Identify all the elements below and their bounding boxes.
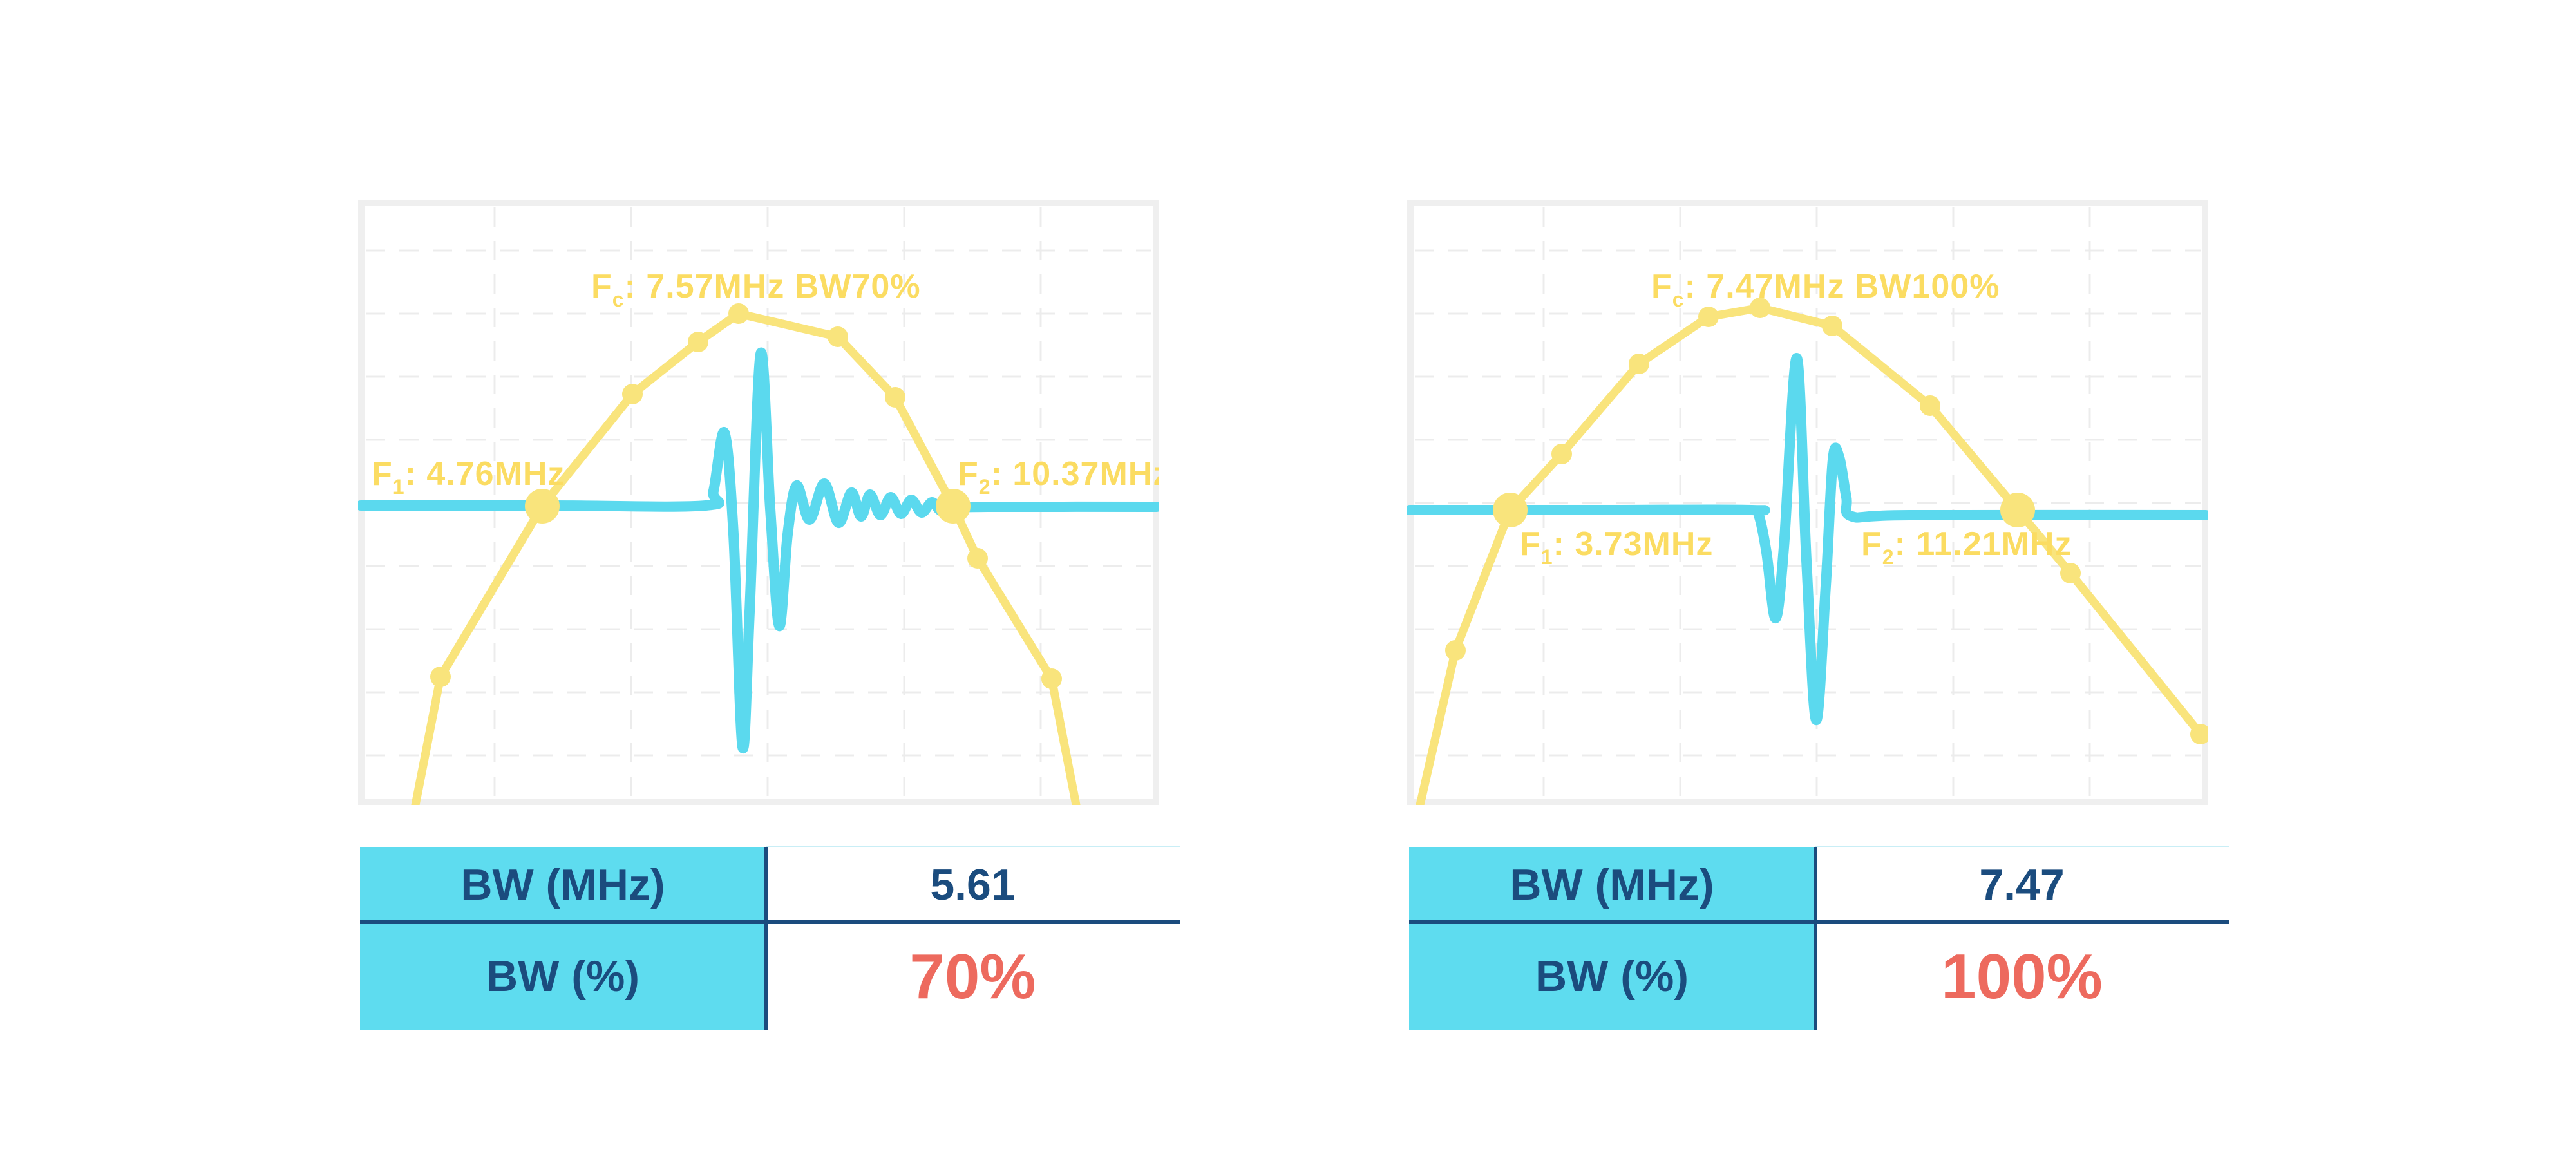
chart-frame xyxy=(1407,200,2208,805)
bw-pct-label: BW (%) xyxy=(1409,922,1815,1030)
spectrum-data-point xyxy=(2190,724,2208,744)
bw-mhz-label: BW (MHz) xyxy=(1409,847,1815,922)
spectrum-data-point xyxy=(622,384,643,404)
chart-series-layer xyxy=(1407,298,2208,805)
bw-mhz-value: 5.61 xyxy=(766,847,1180,922)
table-row-divider xyxy=(1409,920,2229,924)
pulse-waveform xyxy=(358,347,1159,754)
spectrum-line xyxy=(411,309,1081,805)
spectrum-data-point xyxy=(828,326,848,347)
chart-series-layer xyxy=(358,303,1159,805)
bandwidth-crossing-point xyxy=(525,489,560,524)
bw-table-left: BW (MHz) 5.61 BW (%) 70% xyxy=(360,846,1180,1030)
spectrum-data-point xyxy=(1629,354,1649,374)
spectrum-data-point xyxy=(1698,307,1719,327)
spectrum-data-point xyxy=(688,332,708,352)
f1-label: F1: 3.73MHz xyxy=(1520,525,1713,569)
bw-mhz-label: BW (MHz) xyxy=(360,847,766,922)
spectrum-data-point xyxy=(967,548,988,569)
bandwidth-crossing-point xyxy=(2000,493,2035,527)
table-column-divider xyxy=(764,847,768,1030)
f2-label: F2: 11.21MHz xyxy=(1861,525,2072,569)
spectrum-data-point xyxy=(1750,298,1770,318)
table-row-divider xyxy=(360,920,1180,924)
spectrum-data-point xyxy=(430,667,451,687)
chart-right: Fc: 7.47MHz BW100% F1: 3.73MHz F2: 11.21… xyxy=(1407,200,2208,805)
bandwidth-crossing-point xyxy=(1493,493,1528,527)
spectrum-data-point xyxy=(1920,395,1940,416)
fc-label: Fc: 7.57MHz BW70% xyxy=(591,268,921,311)
table-top-rule xyxy=(766,846,1180,847)
f2-label: F2: 10.37MHz xyxy=(958,455,1159,498)
chart-left: Fc: 7.57MHz BW70% F1: 4.76MHz F2: 10.37M… xyxy=(358,200,1159,805)
table-column-divider xyxy=(1814,847,1817,1030)
spectrum-data-point xyxy=(1822,316,1842,336)
pulse-waveform xyxy=(1407,352,2208,726)
table-top-rule xyxy=(1815,846,2229,847)
bandwidth-crossing-point xyxy=(936,489,971,524)
bw-pct-label: BW (%) xyxy=(360,922,766,1030)
spectrum-data-point xyxy=(2060,563,2081,583)
fc-label: Fc: 7.47MHz BW100% xyxy=(1651,268,2000,311)
bw-pct-value: 70% xyxy=(766,922,1180,1030)
spectrum-data-point xyxy=(1041,668,1062,689)
bw-table-right: BW (MHz) 7.47 BW (%) 100% xyxy=(1409,846,2229,1030)
spectrum-data-point xyxy=(885,387,905,408)
spectrum-data-point xyxy=(1551,444,1572,464)
bw-pct-value: 100% xyxy=(1815,922,2229,1030)
spectrum-data-point xyxy=(1445,640,1466,661)
bw-mhz-value: 7.47 xyxy=(1815,847,2229,922)
f1-label: F1: 4.76MHz xyxy=(372,455,565,498)
chart-left-svg: Fc: 7.57MHz BW70% F1: 4.76MHz F2: 10.37M… xyxy=(358,200,1159,805)
spectrum-data-point xyxy=(728,303,749,324)
chart-right-svg: Fc: 7.47MHz BW100% F1: 3.73MHz F2: 11.21… xyxy=(1407,200,2208,805)
